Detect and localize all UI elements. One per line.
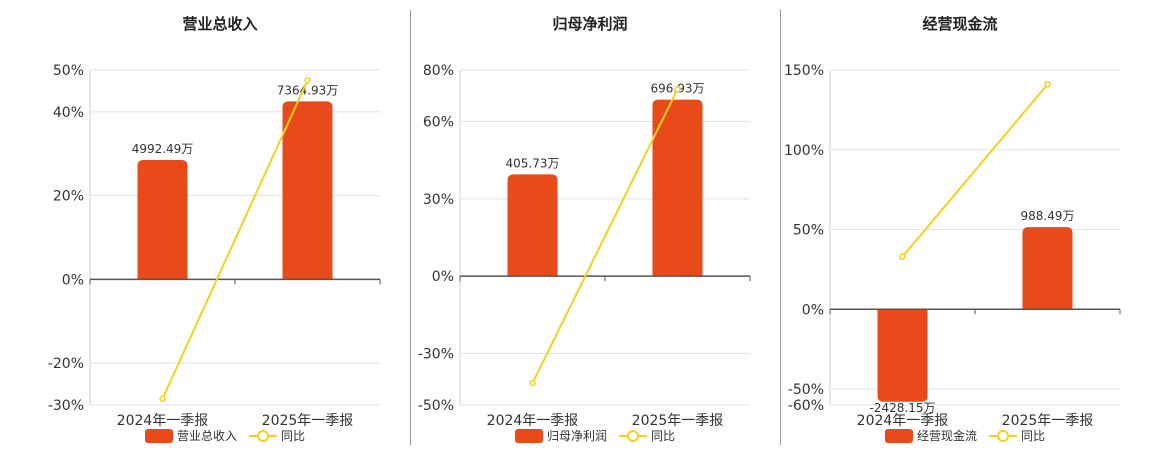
chart-net-profit: 归母净利润80%60%30%0%-30%-50%405.73万696.93万20… (370, 0, 780, 450)
bar (877, 309, 928, 402)
legend-label: 营业总收入 (177, 429, 237, 443)
legend-swatch-marker (997, 430, 1009, 442)
x-tick-label: 2024年一季报 (487, 413, 579, 429)
y-tick-label: 40% (53, 105, 84, 121)
chart-revenue: 营业总收入 50% 40% 20% 0% -20% -30% 4992.49万 7364.93万… (0, 0, 410, 450)
y-tick-label: 0% (62, 272, 84, 288)
y-tick-label: -20% (48, 356, 84, 372)
chart-svg: 经营现金流 150% 100% 50% 0% -50%-60% -2428.15万 988.4… (784, 15, 1121, 443)
bar (507, 174, 558, 277)
y-tick-label: 20% (53, 189, 84, 205)
chart-divider (780, 10, 781, 445)
chart-svg: 归母净利润80%60%30%0%-30%-50%405.73万696.93万20… (418, 15, 751, 443)
bar (137, 160, 188, 280)
y-tick-label: 100% (784, 143, 824, 159)
legend-label: 经营现金流 (917, 428, 977, 443)
line-point (159, 395, 166, 402)
y-tick-label: 30% (423, 192, 454, 208)
y-tick-label: 0% (802, 302, 824, 318)
x-tick-label: 2025年一季报 (262, 413, 354, 429)
legend-label: 同比 (651, 429, 675, 443)
legend-label: 同比 (281, 429, 305, 443)
chart-cash-flow: 经营现金流 150% 100% 50% 0% -50% -60% -2428.15万 988.4… (740, 0, 1160, 450)
bar (652, 99, 703, 277)
line-point (529, 379, 536, 387)
y-tick-label: -30% (418, 346, 454, 362)
bar (282, 101, 333, 280)
bar-data-label: 4992.49万 (132, 142, 194, 156)
legend-swatch-bar (885, 429, 913, 443)
y-tick-label: 60% (423, 115, 454, 131)
legend-swatch-marker (257, 430, 269, 442)
bar (1022, 227, 1073, 310)
legend-swatch-bar (515, 429, 543, 443)
chart-title: 经营现金流 (922, 15, 997, 33)
x-tick-label: 2025年一季报 (1002, 413, 1094, 429)
x-tick-label: 2025年一季报 (632, 413, 724, 429)
series-line (531, 88, 679, 384)
legend-swatch-bar (145, 429, 173, 443)
bar-data-label: 7364.93万 (277, 83, 339, 97)
legend-swatch-marker (627, 430, 639, 442)
line-point (1044, 81, 1051, 88)
y-tick-label: 150% (784, 63, 824, 79)
x-tick-label: 2024年一季报 (117, 413, 209, 429)
x-tick-label: 2024年一季报 (857, 413, 949, 429)
legend-label: 归母净利润 (547, 429, 607, 443)
y-tick-label: -30% (48, 398, 84, 414)
chart-title: 营业总收入 (182, 15, 257, 33)
chart-title: 归母净利润 (552, 15, 627, 33)
y-tick-label: -60% (788, 398, 824, 414)
legend-label: 同比 (1021, 429, 1045, 443)
chart-divider (410, 10, 411, 445)
y-tick-label: 50% (793, 223, 824, 239)
line-point (304, 77, 311, 84)
y-tick-label: 80% (423, 63, 454, 79)
line-point (674, 86, 681, 93)
bar-data-label: 405.73万 (506, 156, 560, 170)
bar-data-label: 988.49万 (1021, 209, 1075, 223)
y-tick-label: 50% (53, 63, 84, 79)
y-tick-label: -50% (418, 398, 454, 414)
series-line (901, 83, 1049, 258)
series-line (161, 80, 309, 400)
y-tick-label: -50% (788, 382, 824, 398)
y-tick-label: 0% (432, 269, 454, 285)
bar-data-label: -2428.15万 (870, 401, 936, 415)
chart-svg: 营业总收入 50% 40% 20% 0% -20% -30% 4992.49万 7364.93万… (48, 15, 381, 443)
line-point (899, 253, 906, 260)
